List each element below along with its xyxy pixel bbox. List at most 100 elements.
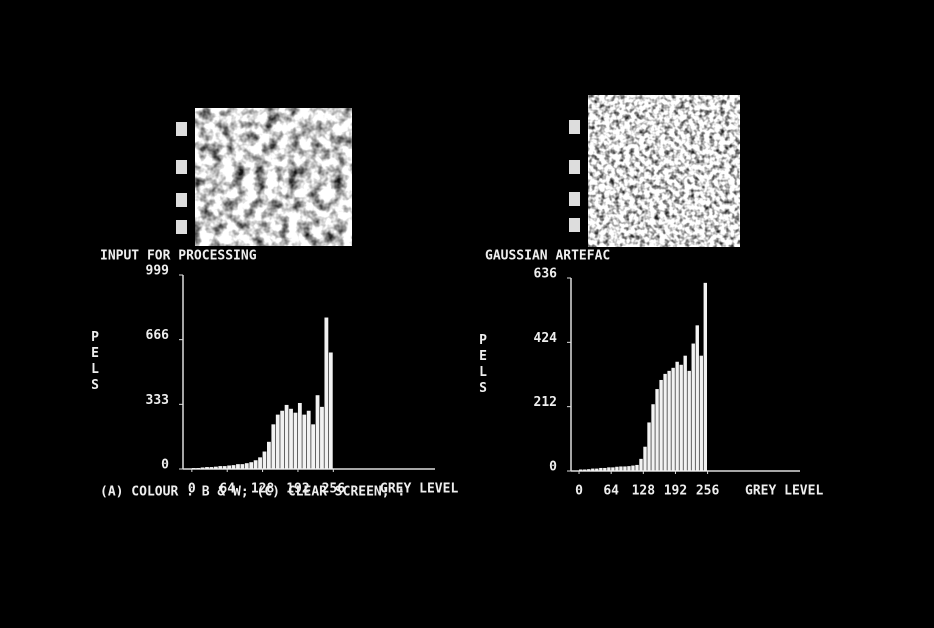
histogram-bar	[297, 402, 302, 469]
histogram-bar	[671, 367, 675, 471]
y-tick-label: 212	[534, 395, 557, 410]
histogram-bar	[639, 458, 643, 471]
histogram-bar	[213, 466, 218, 469]
histogram-bar	[218, 466, 223, 469]
histogram-bar	[280, 410, 285, 469]
histogram-bar	[209, 467, 214, 469]
histogram-bar	[244, 463, 249, 469]
histogram-bar	[205, 467, 209, 469]
histogram-bar	[687, 370, 691, 471]
x-tick-label: 64	[603, 484, 619, 499]
x-tick-label: 0	[188, 482, 196, 497]
x-tick-label: 192	[286, 482, 309, 497]
chart-title: INPUT FOR PROCESSING	[100, 249, 257, 264]
histogram-bar	[591, 468, 595, 471]
scale-block	[569, 160, 580, 174]
histogram-bar	[328, 352, 333, 469]
histogram-bar	[667, 370, 671, 471]
x-tick-label: 64	[219, 482, 235, 497]
histogram-bar	[293, 412, 298, 469]
scale-block	[176, 122, 187, 136]
histogram-bar	[311, 424, 316, 469]
histogram-bar	[623, 466, 627, 471]
scale-block	[176, 220, 187, 234]
histogram-bar	[249, 462, 254, 469]
y-tick-label: 333	[146, 393, 169, 408]
histogram-bar	[222, 466, 227, 469]
histogram-bar	[267, 441, 271, 469]
histogram-bar	[227, 465, 232, 469]
histogram-bar	[583, 469, 587, 471]
scale-block	[176, 193, 187, 207]
histogram-bar	[236, 464, 240, 469]
histogram-bar	[315, 395, 320, 469]
histogram-bar	[271, 424, 276, 469]
x-tick-label: 0	[575, 484, 583, 499]
x-tick-label: 256	[322, 482, 346, 497]
y-tick-label: 424	[534, 331, 558, 346]
histogram-bar	[691, 343, 695, 471]
chart-title: GAUSSIAN ARTEFAC	[485, 249, 610, 264]
histogram-bar	[675, 361, 679, 471]
y-tick-label: 999	[146, 264, 169, 279]
x-tick-label: 192	[664, 484, 687, 499]
histogram-bar	[659, 379, 663, 471]
histogram-bar	[258, 457, 262, 469]
histogram-bar	[695, 325, 699, 471]
histogram-bar	[196, 468, 201, 469]
x-axis-label: GREY LEVEL	[380, 482, 458, 497]
y-tick-label: 0	[549, 460, 557, 475]
y-tick-label: 636	[534, 267, 558, 282]
histogram-bar	[579, 469, 583, 471]
histogram-bar	[619, 466, 623, 471]
command-line: (A) COLOUR : B & W; (C) CLEAR SCREEN; :	[100, 485, 405, 500]
x-axis-label: GREY LEVEL	[745, 484, 823, 499]
histogram-bar	[647, 422, 651, 471]
histogram-bar	[655, 389, 659, 471]
histogram-bar	[231, 465, 236, 469]
histogram-bar	[284, 404, 289, 469]
histogram-bar	[615, 466, 619, 471]
histogram-bar	[595, 468, 599, 471]
histogram-bar	[324, 317, 329, 469]
x-tick-label: 128	[632, 484, 656, 499]
scale-blocks	[176, 120, 580, 234]
histogram-bar	[262, 451, 267, 469]
x-tick-label: 256	[696, 484, 720, 499]
histogram-bar	[651, 404, 655, 471]
histogram-bar	[611, 467, 615, 471]
histogram-bar	[253, 460, 258, 469]
histogram-bar	[599, 467, 603, 471]
histogram-bar	[679, 364, 683, 471]
histogram-bar	[302, 414, 307, 469]
x-tick-label: 128	[251, 482, 275, 497]
histogram-bar	[607, 467, 611, 471]
histogram-bar	[200, 467, 205, 469]
histogram-bar	[275, 414, 280, 469]
scale-block	[569, 218, 580, 232]
scale-block	[569, 120, 580, 134]
histogram-bar	[240, 464, 245, 469]
histogram-bar	[703, 282, 707, 471]
histogram-bar	[191, 468, 196, 469]
histogram-bar	[683, 355, 687, 471]
histogram-bar	[289, 408, 293, 469]
histogram-bar	[320, 406, 324, 469]
y-axis-label: PELS	[88, 330, 103, 394]
histogram-bar	[603, 467, 607, 471]
histogram-bar	[306, 410, 311, 469]
histogram-bar	[635, 464, 639, 471]
scale-block	[176, 160, 187, 174]
histogram-bar	[627, 466, 631, 471]
histogram-bar	[587, 469, 591, 471]
output-image-texture	[588, 95, 740, 247]
y-tick-label: 666	[146, 328, 170, 343]
y-axis-label: PELS	[476, 333, 491, 397]
input-image-texture	[195, 108, 352, 246]
histogram-bar	[663, 373, 667, 471]
histogram-bar	[643, 446, 647, 471]
histogram-bar	[631, 465, 635, 471]
